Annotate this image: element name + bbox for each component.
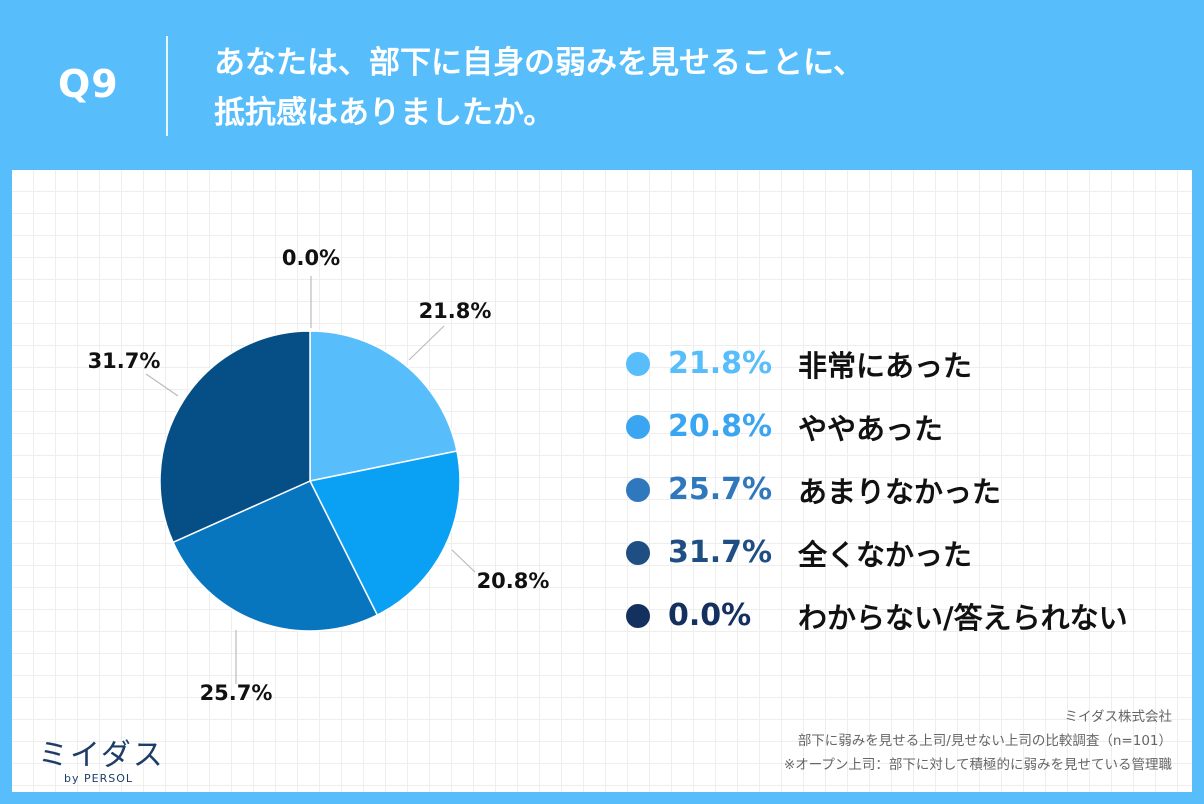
header: Q9 あなたは、部下に自身の弱みを見せることに、 抵抗感はありましたか。 — [0, 0, 1204, 170]
legend-label: 全くなかった — [798, 537, 973, 572]
legend-dot — [626, 540, 650, 565]
question-number: Q9 — [58, 62, 119, 106]
legend-label: 非常にあった — [798, 348, 973, 383]
header-divider — [166, 36, 168, 136]
legend-percent: 25.7% — [668, 472, 773, 507]
miidas-logo: ミイダス by PERSOL — [38, 730, 178, 790]
pie-slice — [309, 330, 458, 482]
legend-dot — [626, 351, 650, 376]
footer-survey: 部下に弱みを見せる上司/見せない上司の比較調査（n=101） — [797, 733, 1172, 749]
legend-label: ややあった — [798, 411, 944, 446]
legend-dot — [626, 603, 650, 628]
leader-line — [451, 549, 476, 573]
legend-percent: 31.7% — [668, 535, 773, 570]
legend-label: わからない/答えられない — [798, 600, 1128, 635]
leader-line — [145, 373, 179, 397]
source-footer: ミイダス株式会社 部下に弱みを見せる上司/見せない上司の比較調査（n=101） … — [784, 705, 1172, 777]
legend-item: 25.7% あまりなかった — [616, 458, 1176, 521]
data-label: 31.7% — [88, 349, 161, 373]
question-title: あなたは、部下に自身の弱みを見せることに、 抵抗感はありましたか。 — [214, 38, 1154, 138]
legend-item: 20.8% ややあった — [616, 395, 1176, 458]
question-title-line1: あなたは、部下に自身の弱みを見せることに、 — [214, 45, 865, 81]
legend-percent: 21.8% — [668, 346, 773, 381]
data-label: 0.0% — [282, 246, 340, 270]
pie-slice — [172, 480, 379, 632]
legend-percent: 20.8% — [668, 409, 773, 444]
data-label: 21.8% — [419, 299, 492, 323]
logo-wordmark: ミイダス — [38, 738, 165, 773]
logo-byline: by PERSOL — [64, 772, 133, 785]
legend-percent: 0.0% — [668, 598, 752, 633]
footer-company: ミイダス株式会社 — [1064, 709, 1172, 725]
pie-slice — [159, 330, 311, 544]
footer-note: ※オープン上司：部下に対して積極的に弱みを見せている管理職 — [783, 757, 1172, 773]
legend-item: 31.7% 全くなかった — [616, 521, 1176, 584]
legend-dot — [626, 414, 650, 439]
question-title-line2: 抵抗感はありましたか。 — [214, 95, 555, 131]
leader-line — [408, 325, 445, 361]
legend-item: 21.8% 非常にあった — [616, 332, 1176, 395]
legend-dot — [626, 477, 650, 502]
legend: 21.8% 非常にあった 20.8% ややあった 25.7% あまりなかった 3… — [616, 332, 1176, 647]
data-label: 20.8% — [477, 569, 550, 593]
legend-label: あまりなかった — [798, 474, 1002, 509]
pie-slice — [308, 450, 461, 617]
data-label: 25.7% — [200, 681, 273, 705]
legend-item: 0.0% わからない/答えられない — [616, 584, 1176, 647]
